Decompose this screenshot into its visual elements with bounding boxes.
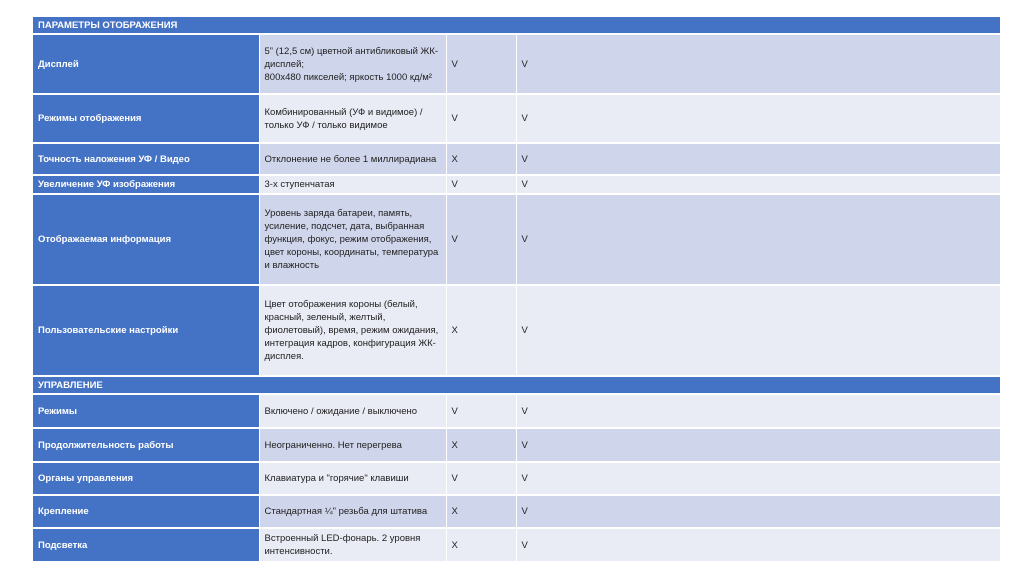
description-cell: Включено / ожидание / выключено [259,394,447,429]
col4-value: V [516,495,1001,529]
section-title: УПРАВЛЕНИЕ [33,376,1001,395]
table-row: Режимы отображения Комбинированный (УФ и … [33,94,1001,144]
description-cell: Неограниченно. Нет перегрева [259,428,447,463]
description-cell: Клавиатура и "горячие" клавиши [259,462,447,496]
table-row: Точность наложения УФ / Видео Отклонение … [33,143,1001,176]
param-cell: Подсветка [33,528,260,563]
param-cell: Крепление [33,495,260,529]
col3-value: X [446,285,517,377]
table-row: Продолжительность работы Неограниченно. Н… [33,428,1001,463]
section-header: УПРАВЛЕНИЕ [33,376,1001,395]
col3-value: X [446,143,517,176]
table-row: Пользовательские настройки Цвет отображен… [33,285,1001,377]
col3-value: V [446,175,517,195]
spec-table: ПАРАМЕТРЫ ОТОБРАЖЕНИЯ Дисплей 5” (12,5 см)… [33,17,1001,563]
param-cell: Органы управления [33,462,260,496]
param-cell: Продолжительность работы [33,428,260,463]
col4-value: V [516,428,1001,463]
col4-value: V [516,528,1001,563]
table-row: Дисплей 5” (12,5 см) цветной антибликовый… [33,34,1001,95]
table-row: Подсветка Встроенный LED-фонарь. 2 уровня… [33,528,1001,563]
description-cell: 5” (12,5 см) цветной антибликовый ЖК-дис… [259,34,447,95]
col4-value: V [516,285,1001,377]
param-cell: Точность наложения УФ / Видео [33,143,260,176]
section-header: ПАРАМЕТРЫ ОТОБРАЖЕНИЯ [33,17,1001,35]
description-cell: 3-х ступенчатая [259,175,447,195]
param-cell: Режимы отображения [33,94,260,144]
description-cell: Отклонение не более 1 миллирадиана [259,143,447,176]
col3-value: V [446,462,517,496]
col4-value: V [516,143,1001,176]
description-cell: Цвет отображения короны (белый, красный,… [259,285,447,377]
col3-value: V [446,94,517,144]
col4-value: V [516,94,1001,144]
col3-value: V [446,394,517,429]
col3-value: X [446,428,517,463]
col3-value: V [446,34,517,95]
col3-value: X [446,495,517,529]
description-cell: Уровень заряда батареи, память, усиление… [259,194,447,286]
description-cell: Встроенный LED-фонарь. 2 уровня интенсив… [259,528,447,563]
param-cell: Режимы [33,394,260,429]
col4-value: V [516,34,1001,95]
param-cell: Дисплей [33,34,260,95]
table-row: Отображаемая информация Уровень заряда ба… [33,194,1001,286]
table-row: Крепление Стандартная ¼" резьба для штати… [33,495,1001,529]
param-cell: Увеличение УФ изображения [33,175,260,195]
col3-value: X [446,528,517,563]
table-row: Органы управления Клавиатура и "горячие" … [33,462,1001,496]
col4-value: V [516,462,1001,496]
col4-value: V [516,394,1001,429]
description-cell: Комбинированный (УФ и видимое) / только … [259,94,447,144]
col3-value: V [446,194,517,286]
col4-value: V [516,175,1001,195]
table-row: Увеличение УФ изображения 3-х ступенчатая… [33,175,1001,195]
description-cell: Стандартная ¼" резьба для штатива [259,495,447,529]
col4-value: V [516,194,1001,286]
param-cell: Пользовательские настройки [33,285,260,377]
section-title: ПАРАМЕТРЫ ОТОБРАЖЕНИЯ [33,17,1001,35]
table-row: Режимы Включено / ожидание / выключено V V [33,394,1001,429]
param-cell: Отображаемая информация [33,194,260,286]
